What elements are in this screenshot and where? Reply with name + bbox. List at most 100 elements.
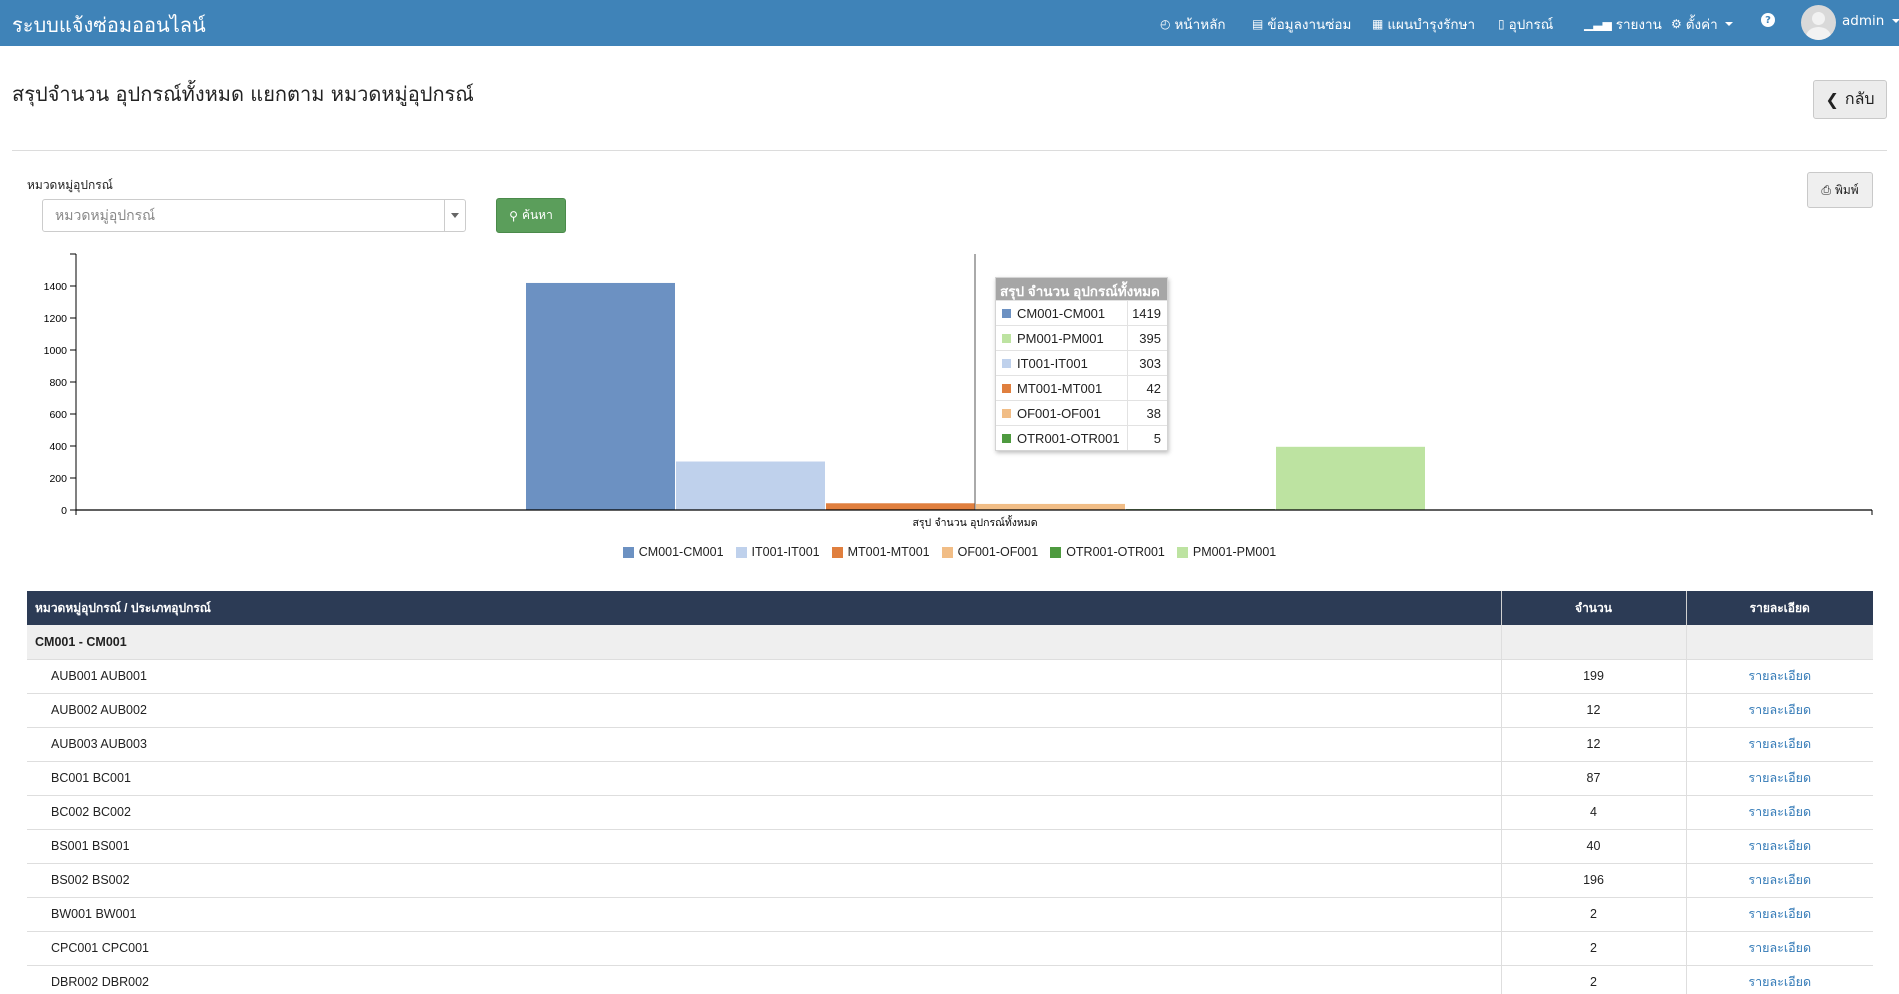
nav-reports[interactable]: ▁▃▅ รายงาน bbox=[1584, 13, 1662, 35]
help-icon: ? bbox=[1761, 13, 1775, 27]
tooltip-row: MT001-MT001 42 bbox=[996, 375, 1167, 400]
row-detail-link[interactable]: รายละเอียด bbox=[1748, 975, 1812, 989]
nav-maintenance-plan[interactable]: ▦ แผนบำรุงรักษา bbox=[1372, 13, 1475, 35]
row-detail-link[interactable]: รายละเอียด bbox=[1748, 669, 1812, 683]
nav-settings-label: ตั้งค่า bbox=[1685, 17, 1718, 33]
y-tick-label: 0 bbox=[61, 505, 67, 517]
row-detail-link[interactable]: รายละเอียด bbox=[1748, 771, 1812, 785]
row-detail-link[interactable]: รายละเอียด bbox=[1748, 805, 1812, 819]
bar-it001-it001 bbox=[676, 461, 825, 510]
tooltip-title: สรุป จำนวน อุปกรณ์ทั้งหมด bbox=[996, 278, 1167, 300]
table-row: CPC001 CPC001 2 รายละเอียด bbox=[27, 931, 1873, 966]
row-detail-link[interactable]: รายละเอียด bbox=[1748, 941, 1812, 955]
category-select-input[interactable] bbox=[43, 200, 443, 231]
divider bbox=[12, 150, 1887, 151]
legend-swatch bbox=[831, 546, 843, 558]
nav-maintenance-plan-label: แผนบำรุงรักษา bbox=[1387, 17, 1476, 33]
app-brand[interactable]: ระบบแจ้งซ่อมออนไลน์ bbox=[12, 13, 206, 37]
legend-item[interactable]: OF001-OF001 bbox=[941, 545, 1038, 559]
nav-settings[interactable]: ⚙ ตั้งค่า bbox=[1671, 13, 1733, 35]
row-count: 196 bbox=[1501, 863, 1687, 898]
table-row: AUB002 AUB002 12 รายละเอียด bbox=[27, 693, 1873, 728]
tooltip-row-value: 1419 bbox=[1132, 305, 1161, 321]
tooltip-row-value: 38 bbox=[1146, 405, 1161, 421]
row-detail-link[interactable]: รายละเอียด bbox=[1748, 873, 1812, 887]
tooltip-row-value: 395 bbox=[1139, 330, 1161, 346]
tooltip-row-value: 303 bbox=[1139, 355, 1161, 371]
row-type-name: AUB003 AUB003 bbox=[27, 727, 1502, 762]
legend-label: OTR001-OTR001 bbox=[1066, 545, 1165, 559]
search-icon: ⚲ bbox=[509, 208, 518, 223]
filter-label: หมวดหมู่อุปกรณ์ bbox=[27, 178, 113, 192]
tooltip-row-name: OTR001-OTR001 bbox=[1017, 430, 1120, 446]
tooltip-swatch bbox=[1002, 383, 1011, 393]
row-count: 4 bbox=[1501, 795, 1687, 830]
avatar[interactable] bbox=[1801, 5, 1836, 40]
row-detail-link[interactable]: รายละเอียด bbox=[1748, 839, 1812, 853]
table-row: BS001 BS001 40 รายละเอียด bbox=[27, 829, 1873, 864]
row-type-name: BC001 BC001 bbox=[27, 761, 1502, 796]
row-detail-link[interactable]: รายละเอียด bbox=[1748, 737, 1812, 751]
row-type-name: CPC001 CPC001 bbox=[27, 931, 1502, 966]
tooltip-row-value: 42 bbox=[1146, 380, 1161, 396]
table-row: DBR002 DBR002 2 รายละเอียด bbox=[27, 965, 1873, 994]
legend-label: CM001-CM001 bbox=[638, 545, 724, 559]
print-button-label: พิมพ์ bbox=[1834, 182, 1859, 197]
table-row: BW001 BW001 2 รายละเอียด bbox=[27, 897, 1873, 932]
row-count: 2 bbox=[1501, 965, 1687, 994]
legend-item[interactable]: OTR001-OTR001 bbox=[1050, 545, 1165, 559]
y-tick-label: 1200 bbox=[44, 313, 68, 325]
bar-of001-of001 bbox=[976, 503, 1125, 510]
back-button-label: กลับ bbox=[1844, 89, 1875, 108]
row-count: 2 bbox=[1501, 931, 1687, 966]
nav-repair-data[interactable]: ▤ ข้อมูลงานซ่อม bbox=[1252, 13, 1351, 35]
y-tick-label: 400 bbox=[49, 441, 67, 453]
tooltip-swatch bbox=[1002, 358, 1011, 368]
legend-item[interactable]: CM001-CM001 bbox=[622, 545, 724, 559]
legend-swatch bbox=[1176, 546, 1188, 558]
print-button[interactable]: ⎙ พิมพ์ bbox=[1807, 172, 1873, 208]
row-detail-link[interactable]: รายละเอียด bbox=[1748, 907, 1812, 921]
tooltip-row-value: 5 bbox=[1153, 430, 1161, 446]
y-tick-label: 200 bbox=[49, 473, 67, 485]
legend-item[interactable]: MT001-MT001 bbox=[831, 545, 930, 559]
chart-legend: CM001-CM001 IT001-IT001 MT001-MT001 OF001-O… bbox=[0, 545, 1899, 559]
search-button-label: ค้นหา bbox=[521, 208, 553, 222]
nav-help[interactable]: ? bbox=[1761, 13, 1775, 27]
bar-chart-icon: ▁▃▅ bbox=[1584, 17, 1612, 31]
legend-item[interactable]: PM001-PM001 bbox=[1176, 545, 1277, 559]
row-count: 199 bbox=[1501, 659, 1687, 694]
nav-home[interactable]: ◴ หน้าหลัก bbox=[1160, 13, 1226, 35]
row-count: 40 bbox=[1501, 829, 1687, 864]
group-name: CM001 - CM001 bbox=[27, 625, 1502, 660]
select-dropdown-toggle[interactable] bbox=[444, 200, 465, 231]
search-button[interactable]: ⚲ ค้นหา bbox=[496, 198, 566, 233]
y-tick-label: 600 bbox=[49, 409, 67, 421]
printer-icon: ⎙ bbox=[1821, 182, 1831, 197]
tooltip-row: OTR001-OTR001 5 bbox=[996, 425, 1167, 450]
legend-swatch bbox=[622, 546, 634, 558]
tooltip-swatch bbox=[1002, 408, 1011, 418]
legend-swatch bbox=[735, 546, 747, 558]
x-category-label: สรุป จำนวน อุปกรณ์ทั้งหมด bbox=[912, 515, 1037, 529]
tooltip-row-name: PM001-PM001 bbox=[1017, 330, 1104, 346]
header-count: จำนวน bbox=[1501, 591, 1687, 625]
table-row: BC002 BC002 4 รายละเอียด bbox=[27, 795, 1873, 830]
table-row: AUB001 AUB001 199 รายละเอียด bbox=[27, 659, 1873, 694]
row-type-name: DBR002 DBR002 bbox=[27, 965, 1502, 994]
back-button[interactable]: ❮ กลับ bbox=[1813, 80, 1887, 119]
bar-cm001-cm001 bbox=[526, 282, 675, 510]
nav-home-label: หน้าหลัก bbox=[1174, 17, 1226, 33]
calendar-icon: ▦ bbox=[1372, 17, 1384, 31]
nav-user-menu[interactable]: admin bbox=[1842, 13, 1899, 29]
row-type-name: BS002 BS002 bbox=[27, 863, 1502, 898]
legend-item[interactable]: IT001-IT001 bbox=[735, 545, 820, 559]
category-select[interactable] bbox=[42, 199, 466, 232]
nav-repair-data-label: ข้อมูลงานซ่อม bbox=[1267, 17, 1352, 33]
row-detail-link[interactable]: รายละเอียด bbox=[1748, 703, 1812, 717]
legend-label: IT001-IT001 bbox=[751, 545, 820, 559]
tooltip-row: IT001-IT001 303 bbox=[996, 350, 1167, 375]
row-type-name: AUB001 AUB001 bbox=[27, 659, 1502, 694]
nav-equipment[interactable]: ▯ อุปกรณ์ bbox=[1498, 13, 1553, 35]
legend-label: PM001-PM001 bbox=[1192, 545, 1277, 559]
